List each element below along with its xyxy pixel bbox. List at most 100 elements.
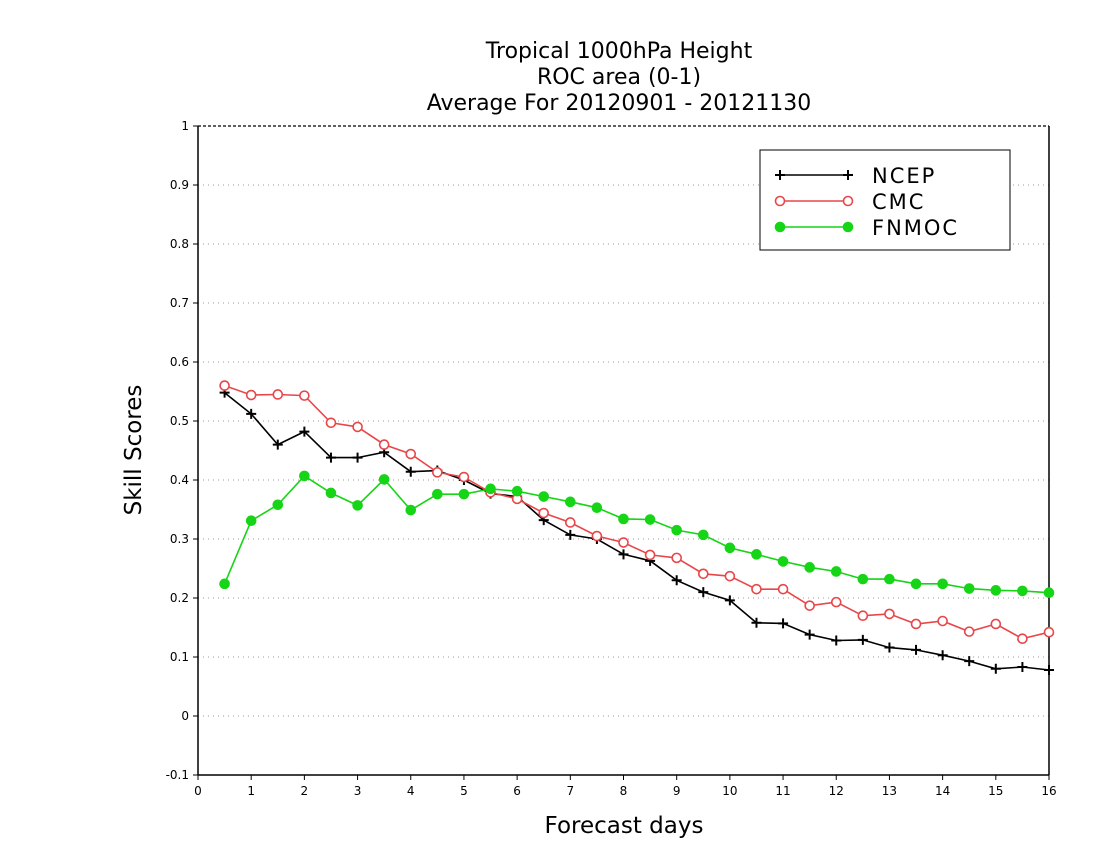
axes: -0.100.10.20.30.40.50.60.70.80.910 1 2 3 4 5 6… bbox=[166, 119, 1057, 798]
cmc-point bbox=[272, 389, 284, 400]
ncep-point bbox=[990, 663, 1001, 674]
y-tick-label: 0.6 bbox=[170, 355, 189, 369]
cmc-point bbox=[697, 568, 709, 580]
ncep-point bbox=[698, 587, 709, 598]
fnmoc-point bbox=[485, 483, 496, 495]
cmc-point bbox=[937, 615, 948, 627]
x-tick-label: 6 bbox=[513, 784, 521, 798]
fnmoc-point bbox=[777, 556, 789, 567]
x-tick-label: 0 bbox=[194, 784, 202, 798]
ncep-point bbox=[778, 618, 789, 629]
cmc-point bbox=[565, 517, 576, 528]
cmc-point bbox=[751, 583, 762, 595]
legend-box bbox=[759, 149, 1011, 251]
cmc-point bbox=[1043, 626, 1055, 638]
ncep-point bbox=[857, 634, 868, 645]
cmc-point bbox=[671, 552, 682, 564]
fnmoc-point bbox=[910, 578, 922, 590]
x-axis-label: Forecast days bbox=[545, 813, 704, 839]
fnmoc-point bbox=[432, 488, 443, 500]
x-tick-label: 11 bbox=[775, 784, 790, 798]
x-tick-label: 8 bbox=[620, 784, 628, 798]
y-tick-label: 1 bbox=[181, 119, 189, 133]
fnmoc-point bbox=[378, 474, 390, 485]
chart-title-line-2: ROC area (0-1) bbox=[537, 65, 701, 90]
fnmoc-point bbox=[352, 500, 363, 511]
cmc-point bbox=[352, 421, 363, 433]
y-tick-label: 0.2 bbox=[170, 591, 189, 605]
chart-title-line-1: Tropical 1000hPa Height bbox=[485, 39, 753, 64]
cmc-point bbox=[591, 530, 603, 542]
cmc-point bbox=[405, 448, 417, 460]
chart-title-line-3: Average For 20120901 - 20121130 bbox=[427, 91, 812, 116]
cmc-point bbox=[325, 417, 337, 429]
fnmoc-point bbox=[990, 585, 1002, 596]
legend-ncep-marker-left bbox=[775, 170, 785, 180]
fnmoc-point bbox=[884, 573, 895, 585]
x-tick-label: 10 bbox=[722, 784, 737, 798]
y-tick-label: 0.5 bbox=[170, 414, 189, 428]
fnmoc-point bbox=[325, 487, 337, 499]
fnmoc-point bbox=[724, 542, 736, 554]
fnmoc-point bbox=[245, 515, 257, 527]
fnmoc-point bbox=[830, 566, 842, 577]
x-tick-label: 12 bbox=[829, 784, 844, 798]
legend-cmc-marker-right bbox=[842, 195, 854, 207]
ncep-point bbox=[724, 595, 735, 606]
x-tick-label: 16 bbox=[1041, 784, 1056, 798]
y-tick-label: 0.1 bbox=[170, 650, 189, 664]
x-tick-label: 9 bbox=[673, 784, 681, 798]
y-tick-label: -0.1 bbox=[166, 768, 189, 782]
x-tick-label: 2 bbox=[301, 784, 309, 798]
cmc-point bbox=[378, 439, 390, 450]
cmc-point bbox=[1017, 633, 1028, 645]
x-tick-label: 7 bbox=[566, 784, 574, 798]
x-tick-label: 13 bbox=[882, 784, 897, 798]
fnmoc-point bbox=[618, 513, 629, 525]
ncep-point bbox=[964, 656, 975, 667]
cmc-point bbox=[432, 467, 443, 478]
series-fnmoc bbox=[219, 470, 1055, 598]
ncep-point bbox=[1017, 662, 1028, 673]
fnmoc-point bbox=[299, 470, 310, 482]
y-tick-label: 0 bbox=[181, 709, 189, 723]
fnmoc-point bbox=[1043, 587, 1055, 598]
fnmoc-point bbox=[458, 488, 470, 500]
ncep-point bbox=[352, 452, 363, 463]
fnmoc-point bbox=[751, 549, 762, 560]
fnmoc-point bbox=[511, 485, 523, 497]
cmc-point bbox=[724, 570, 736, 582]
ncep-point bbox=[671, 575, 682, 586]
y-axis-label: Skill Scores bbox=[121, 385, 147, 516]
legend-fnmoc-marker-left bbox=[774, 221, 786, 233]
ncep-point bbox=[246, 408, 257, 419]
y-tick-label: 0.7 bbox=[170, 296, 189, 310]
y-tick-label: 0.3 bbox=[170, 532, 189, 546]
cmc-point bbox=[644, 549, 656, 561]
ncep-point bbox=[618, 549, 629, 560]
y-tick-label: 0.9 bbox=[170, 178, 189, 192]
x-tick-label: 14 bbox=[935, 784, 950, 798]
fnmoc-point bbox=[565, 496, 576, 508]
fnmoc-point bbox=[405, 504, 417, 516]
fnmoc-point bbox=[219, 578, 230, 590]
cmc-point bbox=[538, 507, 550, 519]
ncep-point bbox=[325, 452, 336, 463]
ncep-point bbox=[884, 642, 895, 653]
fnmoc-point bbox=[644, 514, 656, 525]
fnmoc-point bbox=[538, 491, 550, 502]
legend-cmc-label: CMC bbox=[872, 190, 925, 214]
ncep-point bbox=[804, 629, 815, 640]
cmc-point bbox=[857, 610, 869, 622]
cmc-point bbox=[830, 596, 842, 608]
cmc-point bbox=[245, 389, 257, 401]
ncep-point bbox=[831, 635, 842, 646]
fnmoc-point bbox=[1017, 585, 1028, 597]
x-tick-label: 3 bbox=[354, 784, 362, 798]
cmc-point bbox=[910, 618, 922, 630]
ncep-point bbox=[299, 426, 310, 437]
ncep-point bbox=[565, 529, 576, 540]
ncep-point bbox=[1044, 664, 1054, 675]
